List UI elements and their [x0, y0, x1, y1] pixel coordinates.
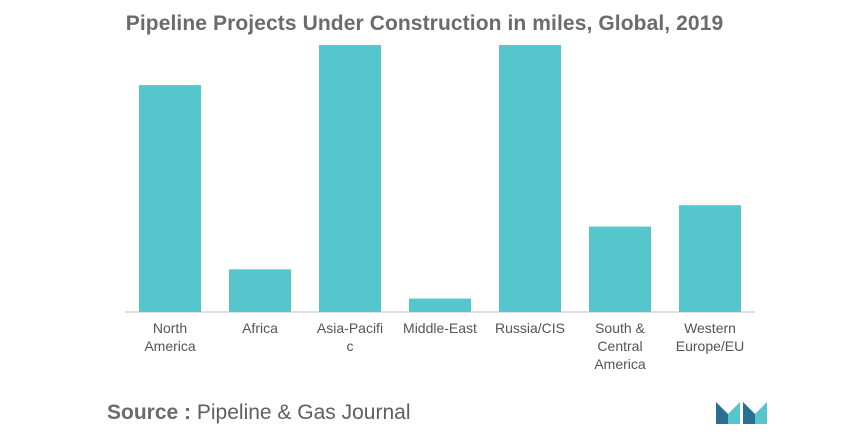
x-tick-label-line: Africa	[242, 320, 278, 336]
logo-mid-stroke	[728, 402, 740, 424]
x-tick-label-5: South & Central America	[594, 320, 646, 372]
x-tick-label-4: Russia/CIS	[495, 320, 565, 336]
x-tick-label-line: Asia-Pacifi	[317, 320, 383, 336]
x-tick-label-6: Western Europe/EU	[676, 320, 744, 354]
x-tick-label-line: c	[347, 338, 354, 354]
x-tick-label-line: Middle-East	[403, 320, 477, 336]
x-tick-label-group: North America Africa Asia-Pacifi c Middle-Eas…	[144, 320, 744, 372]
x-tick-label-line: Western	[684, 320, 736, 336]
x-tick-label-3: Middle-East	[403, 320, 477, 336]
logo-left-stroke	[716, 402, 728, 424]
mordor-intelligence-logo-icon	[716, 402, 767, 424]
x-tick-label-0: North America	[144, 320, 196, 354]
bar-3	[409, 298, 471, 312]
x-tick-label-line: Europe/EU	[676, 338, 744, 354]
source-label: Source :	[107, 401, 192, 424]
bar-6	[679, 205, 741, 312]
bar-1	[229, 269, 291, 312]
bar-4	[499, 45, 561, 312]
x-tick-label-line: North	[153, 320, 187, 336]
x-tick-label-1: Africa	[242, 320, 278, 336]
logo-right-stroke	[755, 402, 767, 424]
x-tick-label-line: Russia/CIS	[495, 320, 565, 336]
x-tick-label-line: America	[144, 338, 196, 354]
bar-5	[589, 226, 651, 312]
bar-group	[139, 45, 741, 312]
source-text: Pipeline & Gas Journal	[196, 401, 411, 424]
x-tick-label-line: Central	[597, 338, 642, 354]
x-tick-label-line: South &	[595, 320, 645, 336]
bar-2	[319, 45, 381, 312]
logo-right-left-stroke	[743, 402, 755, 424]
x-tick-label-line: America	[594, 356, 646, 372]
chart-title: Pipeline Projects Under Construction in …	[125, 12, 724, 35]
x-tick-label-2: Asia-Pacifi c	[317, 320, 383, 354]
bar-0	[139, 85, 201, 312]
source-footer: Source : Pipeline & Gas Journal	[107, 401, 411, 425]
